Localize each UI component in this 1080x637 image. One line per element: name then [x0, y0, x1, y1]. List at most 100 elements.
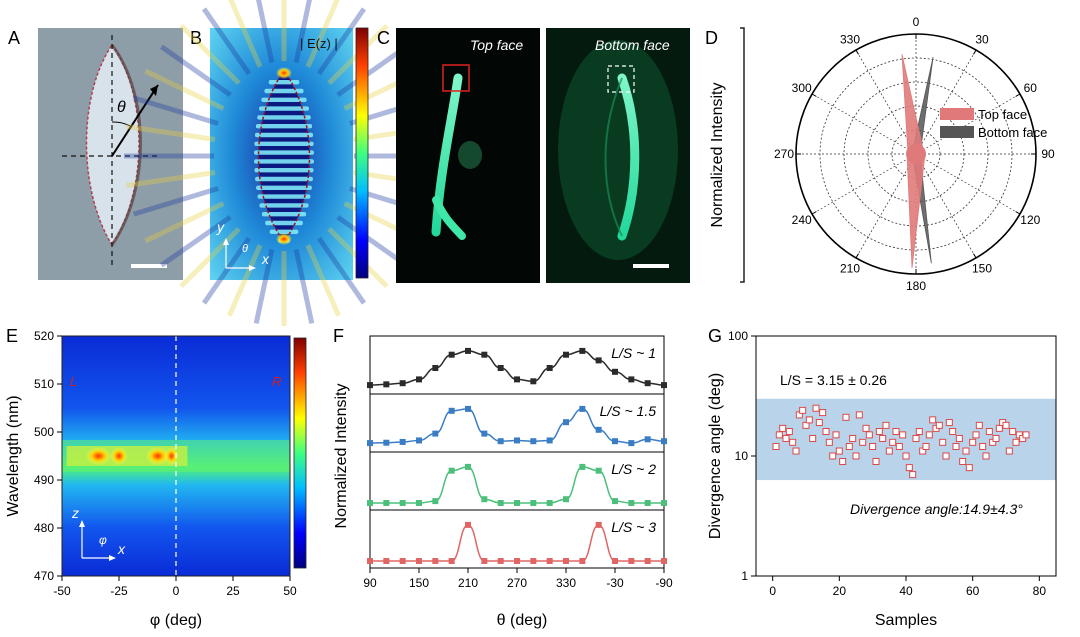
field-ray [226, 244, 263, 317]
panel-e: E L R z x φ -50 -25 0 25 50 470 480 490 500 510 52… [5, 326, 307, 629]
scatter-point [882, 421, 890, 429]
colorbar-e [293, 337, 307, 569]
heatmap-y-tick-label: 470 [34, 569, 54, 583]
scatter-x-tick-label: 60 [966, 584, 980, 598]
field-ray [179, 227, 241, 289]
scatter-point [879, 434, 887, 442]
polar-angle-label: 270 [774, 147, 794, 161]
field-fringes [254, 80, 314, 243]
scatter-point [995, 424, 1003, 432]
stack-x-tick-label: 270 [507, 576, 527, 590]
scatter-point [829, 452, 837, 460]
scatter-point [985, 428, 993, 436]
scatter-point [1012, 438, 1020, 446]
colorbar-b-title: | E(z) | [300, 36, 338, 51]
stack-data-point [432, 365, 439, 371]
scatter-point [779, 424, 787, 432]
stack-data-point [497, 438, 504, 445]
scatter-point [822, 428, 830, 436]
scatter-point [952, 442, 960, 450]
scatter-point [792, 447, 800, 455]
polar-angle-label: 150 [972, 261, 992, 275]
scatter-point [875, 428, 883, 436]
polar-spoke [855, 153, 917, 259]
stack-data-point [367, 500, 373, 506]
heatmap-x-tick-label: -25 [110, 584, 128, 598]
stack-data-point [579, 558, 586, 564]
field-ray [201, 7, 252, 76]
stack-data-point [546, 500, 553, 506]
polar-angle-label: 240 [792, 213, 812, 227]
stack-data-point [644, 558, 651, 564]
polar-center-blob [906, 144, 926, 164]
polar-spoke [915, 93, 1021, 155]
scatter-point [845, 442, 853, 450]
scatter-y-tick-label: 10 [735, 449, 749, 463]
stack-data-point [661, 500, 667, 506]
scatter-point [895, 442, 903, 450]
stack-data-point [530, 500, 537, 506]
stack-data-point [465, 405, 471, 412]
panel-e-ylabel: Wavelength (nm) [5, 395, 22, 516]
scatter-point [842, 413, 850, 421]
field-fringe [261, 97, 307, 102]
scale-bar-c [633, 264, 669, 268]
heatmap-x-tick-label: 0 [173, 584, 180, 598]
panel-g-label: G [708, 326, 722, 346]
polar-spoke [915, 153, 1021, 215]
heatmap-hotspot [145, 447, 170, 465]
axis-x-e: x [117, 541, 126, 557]
scatter-point [965, 464, 973, 472]
stack-data-point [465, 463, 471, 470]
polar-tick-mark [855, 253, 859, 259]
stack-data-point [383, 381, 390, 388]
polar-angle-label: 90 [1041, 147, 1055, 161]
stack-data-point [595, 357, 602, 364]
scatter-point [809, 434, 817, 442]
stack-data-point [399, 558, 406, 564]
panel-c: C Top face Bottom face [377, 28, 690, 283]
stack-data-point [497, 365, 504, 371]
stack-data-point [367, 558, 373, 564]
stack-data-point [448, 558, 455, 564]
field-lens-interior [258, 70, 310, 242]
stack-data-point [595, 467, 602, 474]
polar-angle-label: 180 [906, 279, 926, 293]
scatter-point [909, 471, 917, 479]
panel-f-label: F [333, 326, 344, 346]
field-ray [179, 23, 241, 85]
scatter-point [992, 434, 1000, 442]
scatter-point [839, 457, 847, 465]
scatter-point [805, 416, 813, 424]
panel-g-annotation: L/S = 3.15 ± 0.26 [780, 372, 887, 388]
stack-data-point [612, 438, 618, 445]
scatter-point [825, 438, 833, 446]
stack-data-point [448, 407, 455, 414]
stack-series-label: L/S ~ 1 [611, 345, 656, 361]
axis-theta-b: θ [242, 243, 248, 255]
caption-top-face: Top face [470, 37, 523, 53]
field-ray [305, 0, 340, 68]
stack-data-point [514, 500, 520, 506]
theta-arrow [111, 84, 159, 157]
panel-f-ylabel: Normalized Intensity [333, 384, 350, 529]
polar-tick-mark [855, 49, 859, 55]
stack-data-point [563, 558, 569, 564]
scatter-point [935, 421, 943, 429]
scatter-point [815, 419, 823, 427]
scatter-point [905, 464, 913, 472]
field-fringe [257, 194, 311, 199]
stack-data-point [497, 500, 504, 506]
stack-x-tick-label: 150 [409, 576, 429, 590]
panel-d-ylabel: Normalized Intensity [709, 83, 726, 228]
axis-phi-e: φ [99, 533, 107, 547]
field-fringe [255, 124, 313, 129]
stack-data-point [644, 436, 651, 443]
scatter-point [1002, 421, 1010, 429]
heatmap-y-tick-label: 500 [34, 425, 54, 439]
polar-spoke [915, 153, 977, 259]
field-ray [228, 0, 263, 68]
scatter-point [1005, 447, 1013, 455]
field-fringe [254, 132, 314, 138]
